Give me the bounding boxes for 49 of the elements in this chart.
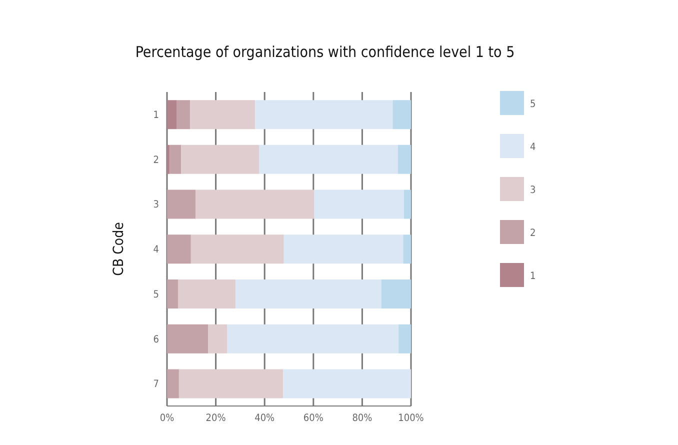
bar bbox=[283, 369, 411, 398]
bar bbox=[236, 280, 382, 309]
bar bbox=[258, 144, 398, 174]
bar bbox=[170, 144, 182, 174]
bar bbox=[255, 100, 393, 130]
x-tick-label: 40% bbox=[254, 413, 276, 424]
bar bbox=[167, 280, 178, 309]
y-tick-label: 5 bbox=[153, 289, 159, 300]
x-tick-label: 0% bbox=[160, 413, 175, 424]
legend-label: 5 bbox=[530, 99, 536, 110]
x-tick-label: 80% bbox=[352, 413, 373, 424]
bar bbox=[392, 100, 411, 130]
y-tick-label: 3 bbox=[153, 200, 159, 211]
bar bbox=[208, 324, 228, 354]
bar bbox=[167, 100, 177, 130]
bar bbox=[190, 234, 284, 264]
x-tick-label: 20% bbox=[206, 413, 226, 424]
bar bbox=[403, 234, 411, 264]
legend-label: 4 bbox=[530, 142, 536, 153]
legend-label: 1 bbox=[530, 271, 536, 282]
bar bbox=[176, 100, 190, 130]
bar bbox=[181, 144, 259, 174]
bar bbox=[178, 280, 236, 309]
bar bbox=[167, 234, 191, 264]
bar bbox=[167, 144, 170, 174]
y-tick-label: 7 bbox=[153, 379, 159, 390]
bar bbox=[190, 100, 256, 130]
y-tick-label: 4 bbox=[153, 244, 160, 256]
bar bbox=[178, 369, 284, 398]
bar bbox=[167, 369, 179, 398]
x-tick-label: 60% bbox=[303, 413, 324, 424]
bar bbox=[398, 144, 411, 174]
x-tick-label: 100% bbox=[398, 413, 424, 424]
bar bbox=[404, 190, 411, 219]
y-tick-label: 2 bbox=[153, 154, 159, 166]
chart-title: Percentage of organizations with confidence level 1 to 5 bbox=[134, 42, 516, 63]
bar bbox=[398, 324, 411, 354]
bar bbox=[381, 280, 411, 309]
y-tick-label: 6 bbox=[153, 334, 160, 346]
bar bbox=[227, 324, 399, 354]
legend-label: 2 bbox=[530, 228, 536, 239]
bar bbox=[196, 190, 314, 219]
bar bbox=[284, 234, 404, 264]
bar bbox=[314, 190, 404, 219]
y-tick-label: 1 bbox=[153, 110, 159, 121]
y-axis-title: CB Code bbox=[110, 222, 127, 276]
bar bbox=[167, 324, 208, 354]
bar bbox=[167, 190, 196, 219]
legend-label: 3 bbox=[530, 185, 536, 196]
